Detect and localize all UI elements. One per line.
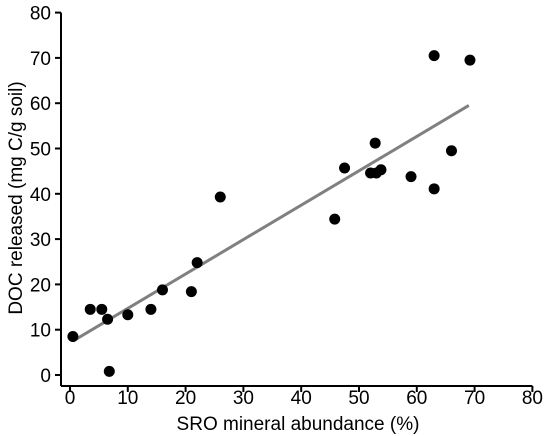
trendline [72, 104, 470, 343]
data-point [375, 164, 387, 176]
x-tick-label: 50 [348, 388, 369, 409]
x-tick-label: 80 [522, 388, 543, 409]
x-tick-label: 30 [233, 388, 254, 409]
data-point [405, 171, 417, 183]
data-point [428, 183, 440, 195]
y-tick-label: 40 [30, 185, 51, 206]
data-point [428, 50, 440, 62]
x-axis-title: SRO mineral abundance (%) [177, 414, 420, 435]
y-tick-label: 20 [30, 275, 51, 296]
y-tick-label: 30 [30, 230, 51, 251]
data-point [464, 54, 476, 66]
x-tick-label: 0 [65, 388, 76, 409]
y-axis-title: DOC released (mg C/g soil) [6, 81, 27, 314]
data-point [339, 162, 351, 174]
x-tick-label: 40 [291, 388, 312, 409]
y-axis-ticks: 0 10 20 30 40 50 60 70 80 [30, 4, 61, 387]
data-points [67, 50, 476, 377]
data-point [185, 286, 197, 298]
x-tick-label: 10 [117, 388, 138, 409]
data-point [369, 137, 381, 149]
y-tick-label: 0 [40, 366, 51, 387]
data-point [102, 313, 114, 325]
data-point [84, 303, 96, 315]
y-tick-label: 60 [30, 94, 51, 115]
x-tick-label: 20 [175, 388, 196, 409]
y-tick-label: 70 [30, 49, 51, 70]
data-point [329, 213, 341, 225]
data-point [103, 365, 115, 377]
data-point [191, 257, 203, 269]
data-point [156, 284, 168, 296]
y-tick-label: 10 [30, 321, 51, 342]
data-point [445, 145, 457, 157]
data-point [96, 303, 108, 315]
y-tick-label: 50 [30, 140, 51, 161]
y-tick-label: 80 [30, 4, 51, 25]
data-point [145, 303, 157, 315]
x-tick-label: 60 [406, 388, 427, 409]
data-point [214, 191, 226, 203]
data-point [67, 330, 79, 342]
x-axis-ticks: 0 10 20 30 40 50 60 70 80 [65, 386, 543, 409]
x-tick-label: 70 [464, 388, 485, 409]
data-point [122, 309, 134, 321]
